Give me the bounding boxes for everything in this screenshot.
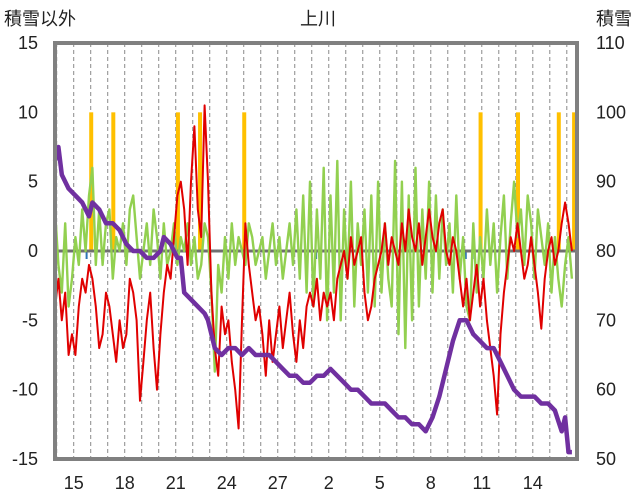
- right-y-tick-label: 100: [596, 102, 626, 122]
- orange-bar: [515, 112, 520, 251]
- gridlines: [56, 43, 568, 459]
- purple-series-line: [52, 144, 572, 455]
- orange-bar: [198, 112, 203, 251]
- right-y-tick-label: 50: [596, 449, 616, 469]
- right-axis-label: 積雪: [596, 9, 632, 30]
- orange-bar: [478, 112, 483, 251]
- right-y-tick-label: 80: [596, 241, 616, 261]
- x-tick-label: 24: [217, 473, 237, 493]
- left-y-tick-label: 0: [28, 241, 38, 261]
- green-series-line: [53, 159, 574, 373]
- left-y-ticks: 15 10 5 0 -5 -10 -15: [12, 33, 38, 469]
- series-lines: [52, 104, 574, 455]
- orange-bar: [242, 112, 247, 251]
- x-ticks: 15 18 21 24 27 2 5 8 11 14: [64, 473, 543, 493]
- left-y-tick-label: -15: [12, 449, 38, 469]
- plot-frame: [53, 41, 579, 461]
- right-y-tick-label: 90: [596, 172, 616, 192]
- left-y-tick-label: -10: [12, 380, 38, 400]
- x-tick-label: 8: [426, 473, 436, 493]
- orange-bar: [556, 112, 561, 251]
- x-tick-label: 27: [268, 473, 288, 493]
- x-tick-label: 18: [115, 473, 135, 493]
- left-y-tick-label: 5: [28, 172, 38, 192]
- right-y-tick-label: 110: [596, 33, 625, 53]
- left-y-tick-label: -5: [22, 310, 38, 330]
- right-y-tick-label: 70: [596, 310, 616, 330]
- x-tick-label: 15: [64, 473, 84, 493]
- chart-title: 上川: [300, 9, 336, 30]
- left-axis-label: 積雪以外: [4, 9, 76, 30]
- x-tick-label: 2: [324, 473, 334, 493]
- small-bar: [85, 251, 88, 259]
- right-y-ticks: 110 100 90 80 70 60 50: [596, 33, 626, 469]
- x-tick-label: 14: [523, 473, 543, 493]
- small-bar: [464, 251, 467, 259]
- right-y-tick-label: 60: [596, 380, 616, 400]
- left-y-tick-label: 15: [18, 33, 38, 53]
- x-tick-label: 5: [375, 473, 385, 493]
- red-series-line: [54, 104, 573, 430]
- x-tick-label: 21: [166, 473, 186, 493]
- x-tick-label: 11: [472, 473, 491, 493]
- orange-bar: [175, 112, 180, 251]
- orange-bar: [572, 112, 577, 251]
- orange-bar: [111, 112, 116, 251]
- left-y-tick-label: 10: [18, 102, 38, 122]
